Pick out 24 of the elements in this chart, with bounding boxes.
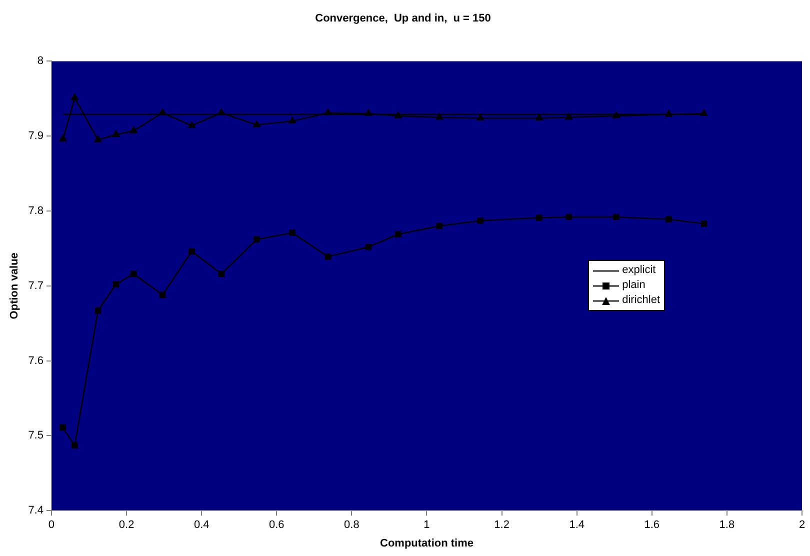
y-axis-title: Option value: [8, 252, 21, 320]
legend-label: dirichlet: [622, 293, 660, 308]
x-tick-label: 0.8: [344, 519, 360, 532]
y-tick-label: 7.4: [28, 504, 44, 517]
x-tick-label: 1.2: [494, 519, 510, 532]
x-tick-label: 1: [424, 519, 430, 532]
x-tick-label: 1.8: [719, 519, 735, 532]
x-tick-label: 1.4: [569, 519, 584, 532]
y-tick-label: 7.7: [28, 280, 44, 292]
y-tick-label: 7.9: [28, 130, 44, 142]
x-tick-label: 0: [48, 519, 55, 532]
chart-title: Convergence, Up and in, u = 150: [315, 12, 491, 25]
legend-label: explicit: [622, 263, 656, 278]
x-tick-label: 0.4: [194, 519, 210, 532]
x-tick-label: 0.2: [118, 519, 134, 532]
y-tick-label: 7.6: [28, 354, 44, 367]
legend-label: plain: [622, 278, 646, 294]
x-tick-label: 2: [798, 519, 806, 532]
x-axis-title: Computation time: [380, 537, 474, 550]
y-tick-label: 7.5: [28, 430, 44, 442]
y-tick-label: 8: [37, 55, 44, 68]
y-tick-label: 7.8: [28, 205, 44, 218]
x-tick-label: 1.6: [644, 519, 660, 532]
x-tick-label: 0.6: [268, 519, 284, 532]
